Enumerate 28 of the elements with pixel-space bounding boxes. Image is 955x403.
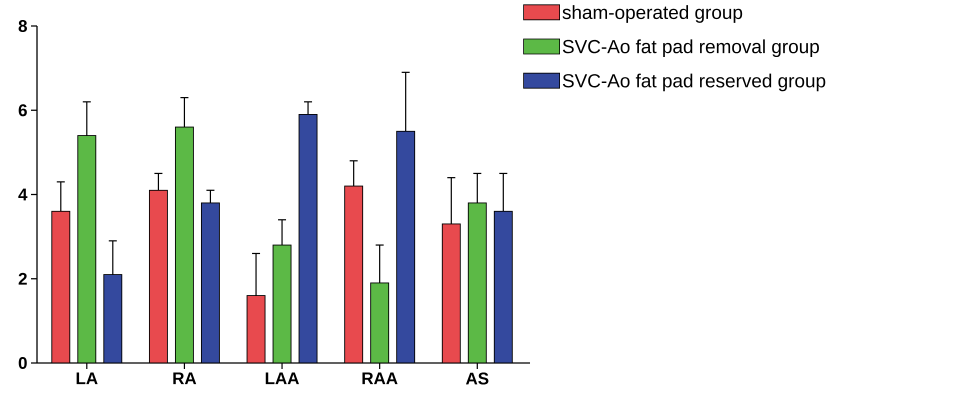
y-tick-label: 6 <box>18 104 27 116</box>
bar <box>396 130 416 363</box>
y-tick-label: 4 <box>18 188 28 200</box>
bar <box>298 114 318 363</box>
x-tick-label: RAA <box>362 372 398 384</box>
legend-label: sham-operated group <box>562 5 742 23</box>
bar <box>246 295 266 363</box>
y-tick-label: 0 <box>18 357 27 369</box>
bar <box>148 190 168 363</box>
bar <box>494 210 513 363</box>
bar <box>103 274 122 363</box>
legend-label: SVC-Ao fat pad reserved group <box>562 74 826 92</box>
legend-label: SVC-Ao fat pad removal group <box>562 39 819 58</box>
bar <box>370 282 390 363</box>
x-tick-label: RA <box>173 372 196 384</box>
x-tick-label: AS <box>466 372 488 385</box>
x-tick-label: LA <box>76 372 98 384</box>
bar <box>174 126 194 363</box>
y-tick-label: 2 <box>18 272 27 285</box>
bar <box>442 224 461 363</box>
y-tick-label: 8 <box>18 20 27 32</box>
bar <box>468 202 487 363</box>
bar <box>272 244 292 363</box>
bar <box>51 210 70 363</box>
x-tick-label: LAA <box>266 372 299 384</box>
bar <box>77 135 96 363</box>
bar <box>200 202 220 363</box>
bar <box>344 186 364 363</box>
